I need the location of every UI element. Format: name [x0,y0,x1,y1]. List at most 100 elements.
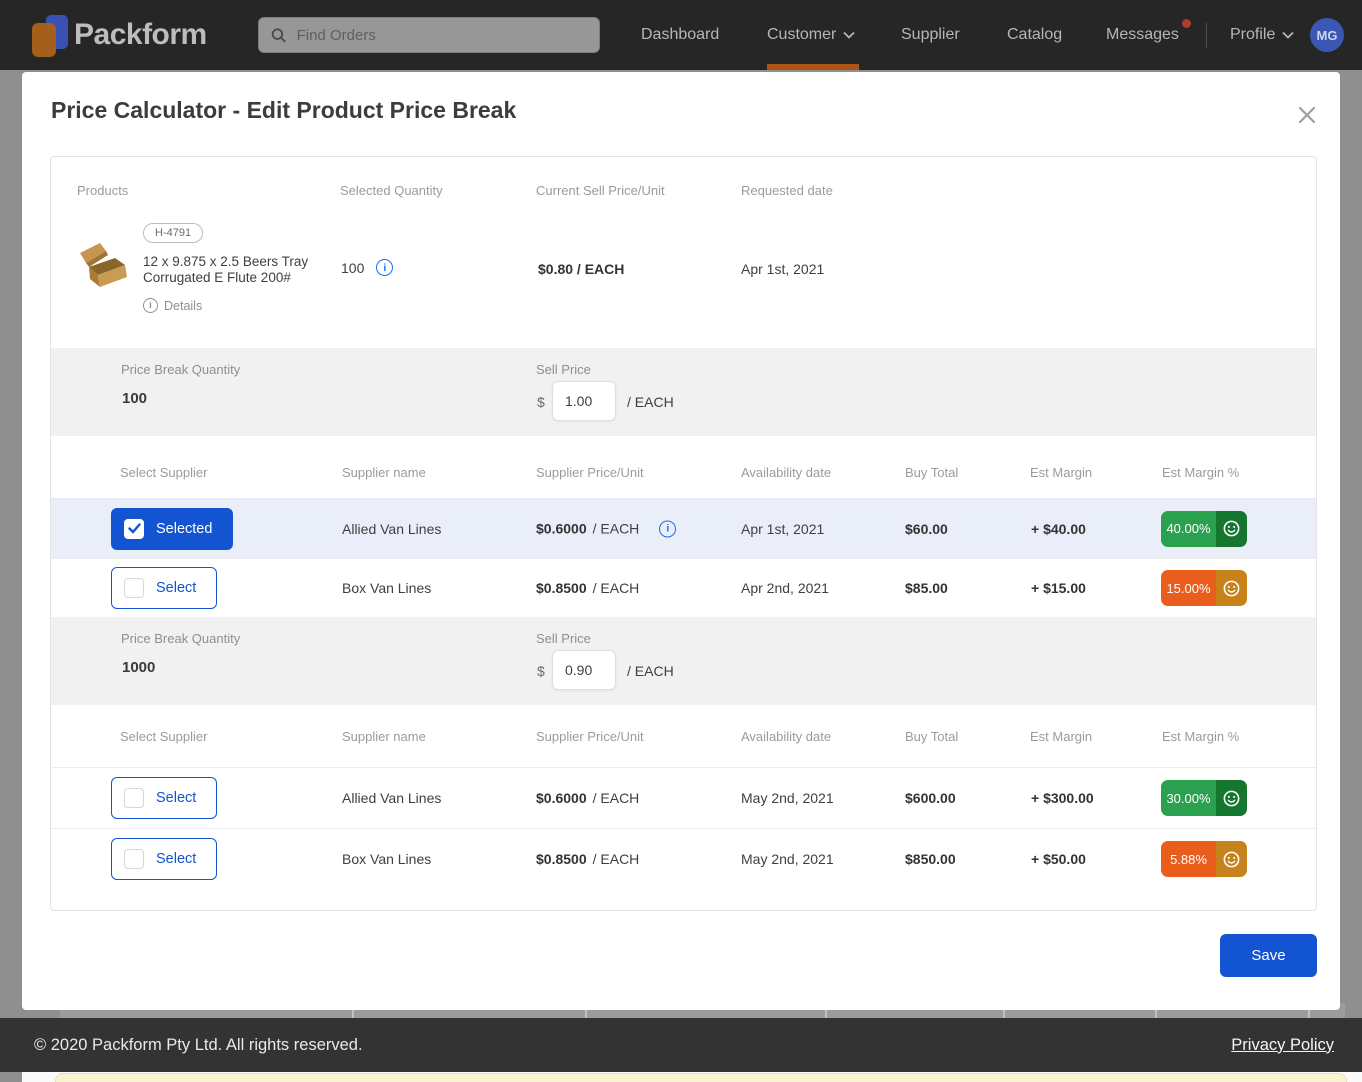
selected-quantity-value: 100 i [341,259,394,276]
modal-title: Price Calculator - Edit Product Price Br… [51,97,517,123]
product-details-link[interactable]: i Details [143,298,202,313]
toast-banner-edge [55,1073,1347,1082]
price-info-icon[interactable]: i [659,520,677,537]
supplier-select-button[interactable]: Select [111,777,218,819]
smiley-icon [1216,841,1247,877]
nav-item-supplier[interactable]: Supplier [901,26,960,43]
nav-item-customer[interactable]: Customer [767,0,855,70]
top-nav: Packform Dashboard Customer Supplier Cat… [0,0,1362,70]
product-row: H-4791 12 x 9.875 x 2.5 Beers Tray Corru… [51,211,1316,336]
requested-date-value: Apr 1st, 2021 [741,261,825,277]
availability-date: Apr 2nd, 2021 [741,580,829,596]
nav-item-catalog[interactable]: Catalog [1007,26,1063,43]
nav-divider [1206,23,1207,48]
price-break-panel: Products Selected Quantity Current Sell … [50,156,1317,911]
chevron-down-icon [1282,31,1294,39]
buy-total: $85.00 [905,580,948,596]
unit-label: / EACH [627,663,674,679]
price-break-quantity-value: 1000 [122,659,156,676]
bottom-strip [22,1072,1362,1082]
col-est-margin: Est Margin [1030,465,1093,480]
price-break-quantity-value: 100 [122,390,148,407]
smiley-icon [1216,570,1247,606]
unit-label: / EACH [627,394,674,410]
search-input[interactable] [296,26,587,44]
buy-total: $60.00 [905,520,948,537]
supplier-row: Select Box Van Lines $0.8500/ EACH May 2… [51,828,1316,889]
supplier-select-button[interactable]: Select [111,838,218,880]
current-sell-price-value: $0.80 / EACH [538,261,625,277]
checkbox-checked-icon [124,518,144,539]
col-availability-date: Availability date [741,729,832,744]
col-est-margin: Est Margin [1030,729,1093,744]
close-icon[interactable] [1292,100,1322,130]
page-footer: © 2020 Packform Pty Ltd. All rights rese… [0,1018,1362,1072]
save-button[interactable]: Save [1220,934,1317,977]
price-break-band: Price Break Quantity 1000 Sell Price $ /… [51,617,1316,705]
brand-logo[interactable]: Packform [30,13,207,57]
col-products: Products [77,183,129,198]
brand-name: Packform [74,18,207,51]
est-margin: + $50.00 [1031,851,1086,867]
product-box-image [80,243,127,287]
est-margin: + $300.00 [1031,790,1094,806]
sell-price-input[interactable] [552,381,616,421]
privacy-policy-link[interactable]: Privacy Policy [1231,1035,1334,1054]
nav-item-dashboard[interactable]: Dashboard [641,26,720,43]
supplier-table-header: Select Supplier Supplier name Supplier P… [51,447,1316,497]
buy-total: $600.00 [905,790,956,806]
price-break-quantity-label: Price Break Quantity [121,631,241,646]
supplier-name: Box Van Lines [342,580,432,596]
supplier-select-button[interactable]: Select [111,567,218,609]
col-current-sell-price: Current Sell Price/Unit [536,183,665,198]
col-supplier-price: Supplier Price/Unit [536,729,644,744]
checkbox-unchecked-icon [124,578,144,598]
smiley-icon [1216,510,1247,547]
active-tab-indicator [767,64,859,70]
nav-item-messages[interactable]: Messages [1106,26,1179,43]
avatar[interactable]: MG [1310,18,1344,52]
col-supplier-name: Supplier name [342,465,426,480]
availability-date: May 2nd, 2021 [741,790,834,806]
availability-date: Apr 1st, 2021 [741,520,825,537]
supplier-row: Select Allied Van Lines $0.6000/ EACH Ma… [51,767,1316,828]
buy-total: $850.00 [905,851,956,867]
supplier-price: $0.6000/ EACH [536,790,640,806]
supplier-select-button[interactable]: Selected [111,507,234,550]
sell-price-input[interactable] [552,650,616,690]
col-supplier-name: Supplier name [342,729,426,744]
checkbox-unchecked-icon [124,788,144,808]
est-margin: + $40.00 [1031,520,1086,537]
quantity-info-icon[interactable]: i [376,259,394,276]
currency-symbol: $ [537,394,545,410]
col-selected-quantity: Selected Quantity [340,183,443,198]
col-buy-total: Buy Total [905,465,959,480]
est-margin-badge: 15.00% [1161,570,1247,606]
col-requested-date: Requested date [741,183,833,198]
product-name: 12 x 9.875 x 2.5 Beers Tray Corrugated E… [143,254,309,285]
supplier-price: $0.6000/ EACH i [536,520,677,537]
est-margin-badge: 40.00% [1161,510,1247,547]
sell-price-label: Sell Price [536,362,591,377]
notification-dot [1182,19,1191,28]
supplier-table-header: Select Supplier Supplier name Supplier P… [51,717,1316,767]
col-select-supplier: Select Supplier [120,465,208,480]
col-est-margin-pct: Est Margin % [1162,465,1240,480]
availability-date: May 2nd, 2021 [741,851,834,867]
est-margin-badge: 30.00% [1161,780,1247,816]
supplier-name: Allied Van Lines [342,520,442,537]
find-orders-search[interactable] [258,17,600,53]
price-calculator-modal: Price Calculator - Edit Product Price Br… [22,72,1340,1010]
col-supplier-price: Supplier Price/Unit [536,465,644,480]
nav-item-profile[interactable]: Profile [1230,0,1294,70]
col-buy-total: Buy Total [905,729,959,744]
col-availability-date: Availability date [741,465,832,480]
info-icon: i [143,298,158,313]
supplier-name: Allied Van Lines [342,790,442,806]
col-est-margin-pct: Est Margin % [1162,729,1240,744]
currency-symbol: $ [537,663,545,679]
packform-logo-icon [30,13,70,57]
product-code-badge: H-4791 [143,223,204,243]
chevron-down-icon [843,31,855,39]
est-margin-badge: 5.88% [1161,841,1247,877]
